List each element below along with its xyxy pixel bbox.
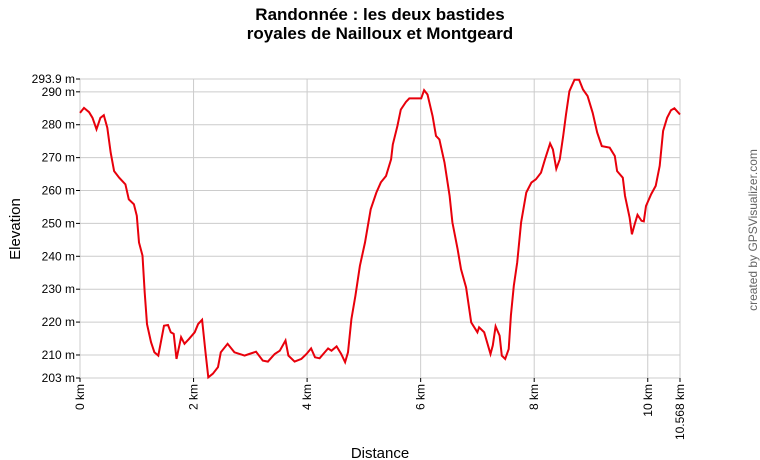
x-tick-label: 0 km — [73, 384, 87, 410]
x-tick-label: 2 km — [187, 384, 201, 410]
y-axis-label: Elevation — [7, 198, 24, 260]
y-tick-label: 203 m — [42, 371, 75, 385]
x-axis-ticks: 0 km 2 km 4 km 6 km 8 km 10 km 10.568 km — [73, 378, 687, 440]
credit-text: created by GPSVisualizer.com — [746, 149, 760, 311]
x-tick-label: 10 km — [641, 384, 655, 417]
x-tick-label: 6 km — [414, 384, 428, 410]
y-tick-label: 290 m — [42, 85, 75, 99]
chart-title-line-2: royales de Nailloux et Montgeard — [247, 24, 513, 43]
y-tick-label: 220 m — [42, 315, 75, 329]
x-tick-label: 8 km — [527, 384, 541, 410]
y-axis-ticks: 203 m 210 m 220 m 230 m 240 m 250 m 260 m 270 m… — [32, 72, 80, 385]
chart-title-line-1: Randonnée : les deux bastides — [255, 5, 504, 24]
y-tick-label: 293.9 m — [32, 72, 75, 86]
y-tick-label: 250 m — [42, 216, 75, 230]
x-tick-label: 4 km — [300, 384, 314, 410]
y-tick-label: 230 m — [42, 282, 75, 296]
grid — [79, 78, 681, 379]
y-tick-label: 260 m — [42, 184, 75, 198]
y-tick-label: 270 m — [42, 151, 75, 165]
x-tick-label: 10.568 km — [673, 384, 687, 440]
x-axis-label: Distance — [351, 445, 409, 460]
y-tick-label: 210 m — [42, 348, 75, 362]
elevation-line — [79, 78, 681, 380]
y-tick-label: 240 m — [42, 249, 75, 263]
y-tick-label: 280 m — [42, 118, 75, 132]
